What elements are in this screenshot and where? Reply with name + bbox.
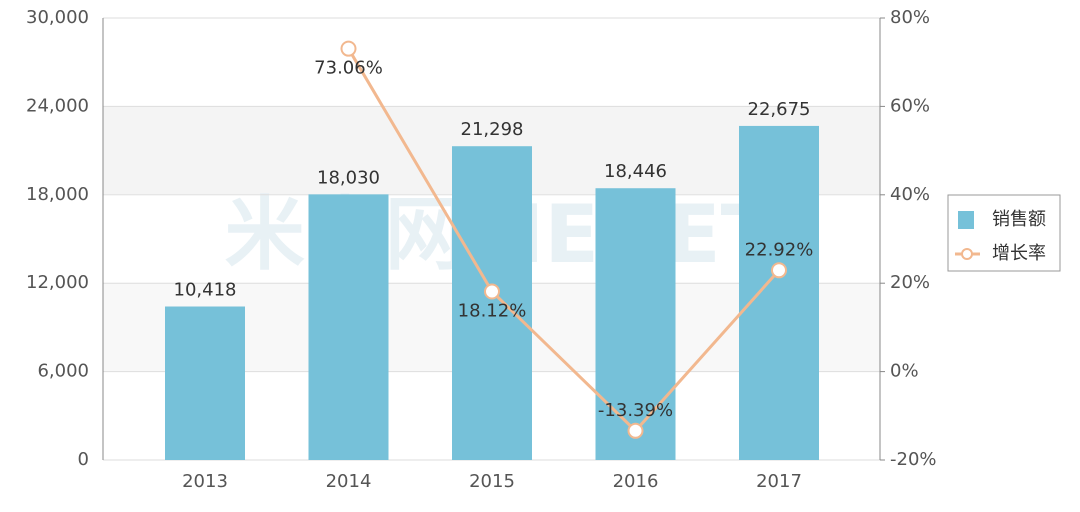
legend-swatch (961, 248, 973, 260)
bar (739, 125, 819, 461)
line-marker (340, 40, 357, 57)
y2-tick-label: 60% (890, 95, 930, 116)
bar-value-label: 22,675 (748, 99, 811, 120)
x-tick-label: 2017 (756, 471, 802, 492)
legend-label: 增长率 (992, 243, 1046, 264)
line-value-label: 18.12% (458, 301, 527, 322)
bar-value-label: 18,446 (604, 161, 667, 182)
x-tick-label: 2015 (469, 471, 515, 492)
y2-tick-label: -20% (890, 449, 937, 470)
bar (308, 194, 389, 460)
x-tick-label: 2016 (613, 471, 659, 492)
y2-tick-label: 80% (890, 7, 930, 28)
line-marker (627, 422, 644, 439)
y-tick-label: 30,000 (26, 7, 89, 28)
bar (452, 146, 532, 460)
line-value-label: 22.92% (745, 239, 814, 260)
legend-swatch (958, 211, 974, 229)
line-marker (484, 283, 500, 300)
y2-tick-label: 20% (890, 272, 930, 293)
y2-tick-label: 40% (890, 184, 930, 205)
y2-tick-label: 0% (890, 361, 919, 382)
x-tick-label: 2014 (326, 471, 372, 492)
line-value-label: -13.39% (598, 400, 673, 421)
x-tick-label: 2013 (182, 471, 228, 492)
line-value-label: 73.06% (314, 58, 383, 79)
bar (165, 306, 245, 460)
bar-value-label: 18,030 (317, 167, 380, 188)
bar-value-label: 21,298 (461, 119, 524, 140)
legend-label: 销售额 (992, 209, 1046, 230)
y-tick-label: 12,000 (26, 272, 89, 293)
y-tick-label: 6,000 (37, 361, 89, 382)
y-tick-label: 24,000 (26, 95, 89, 116)
line (347, 47, 781, 433)
bar-value-label: 10,418 (174, 280, 237, 301)
y-tick-label: 0 (78, 449, 89, 470)
line-marker (771, 262, 787, 279)
y-tick-label: 18,000 (26, 184, 89, 205)
bar (595, 188, 676, 460)
